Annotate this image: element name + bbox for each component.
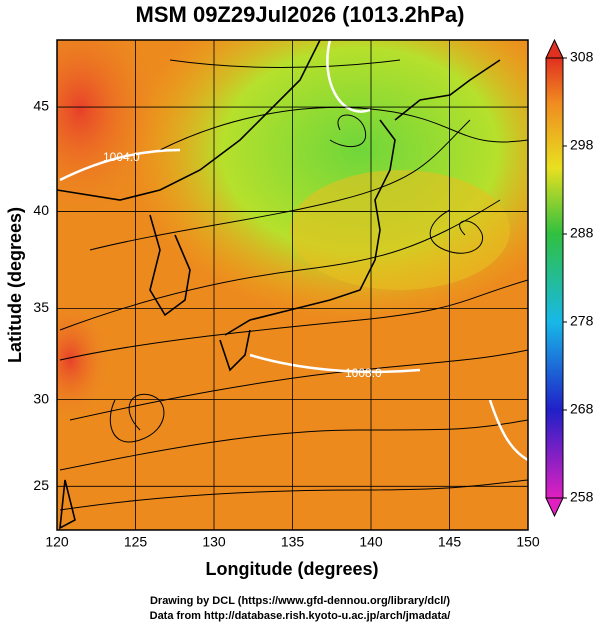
colorbar-tick-label: 258 xyxy=(570,489,594,505)
colorbar-extend-bottom xyxy=(545,497,564,518)
field xyxy=(57,40,528,530)
colorbar-tick-label: 268 xyxy=(570,401,594,417)
x-axis-label: Longitude (degrees) xyxy=(205,559,378,579)
colorbar-extend-top xyxy=(545,38,564,59)
x-tick-label: 135 xyxy=(281,534,305,550)
x-tick-label: 130 xyxy=(202,534,226,550)
y-tick-label: 30 xyxy=(33,390,49,406)
x-tick-label: 145 xyxy=(438,534,462,550)
coastlines xyxy=(57,40,501,530)
colorbar-tick-label: 278 xyxy=(570,313,594,329)
streamlines xyxy=(59,59,528,511)
x-tick-label: 120 xyxy=(45,534,69,550)
colorbar-tick-label: 288 xyxy=(570,225,594,241)
y-tick-label: 35 xyxy=(33,299,49,315)
isobars xyxy=(59,40,528,462)
contour-label: 1008.0 xyxy=(345,366,382,380)
x-tick-label: 125 xyxy=(124,534,148,550)
title: MSM 09Z29Jul2026 (1013.2hPa) xyxy=(136,2,465,27)
y-tick-label: 45 xyxy=(33,98,49,114)
y-tick-label: 40 xyxy=(33,202,49,218)
colorbar-tick-label: 298 xyxy=(570,137,594,153)
hot-region xyxy=(57,300,110,420)
credit: Drawing by DCL (https://www.gfd-dennou.o… xyxy=(150,595,450,607)
hot-region xyxy=(57,40,160,220)
credit: Data from http://database.rish.kyoto-u.a… xyxy=(150,610,451,622)
warm-band xyxy=(290,170,510,290)
plot-frame xyxy=(56,39,529,531)
x-tick-label: 140 xyxy=(359,534,383,550)
colorbar-tick-label: 308 xyxy=(570,49,594,65)
contour-label: 1004.0 xyxy=(103,150,140,164)
y-tick-label: 25 xyxy=(33,477,49,493)
y-axis-label: Latitude (degrees) xyxy=(5,207,25,363)
x-tick-label: 150 xyxy=(516,534,540,550)
colorbar xyxy=(545,57,564,499)
